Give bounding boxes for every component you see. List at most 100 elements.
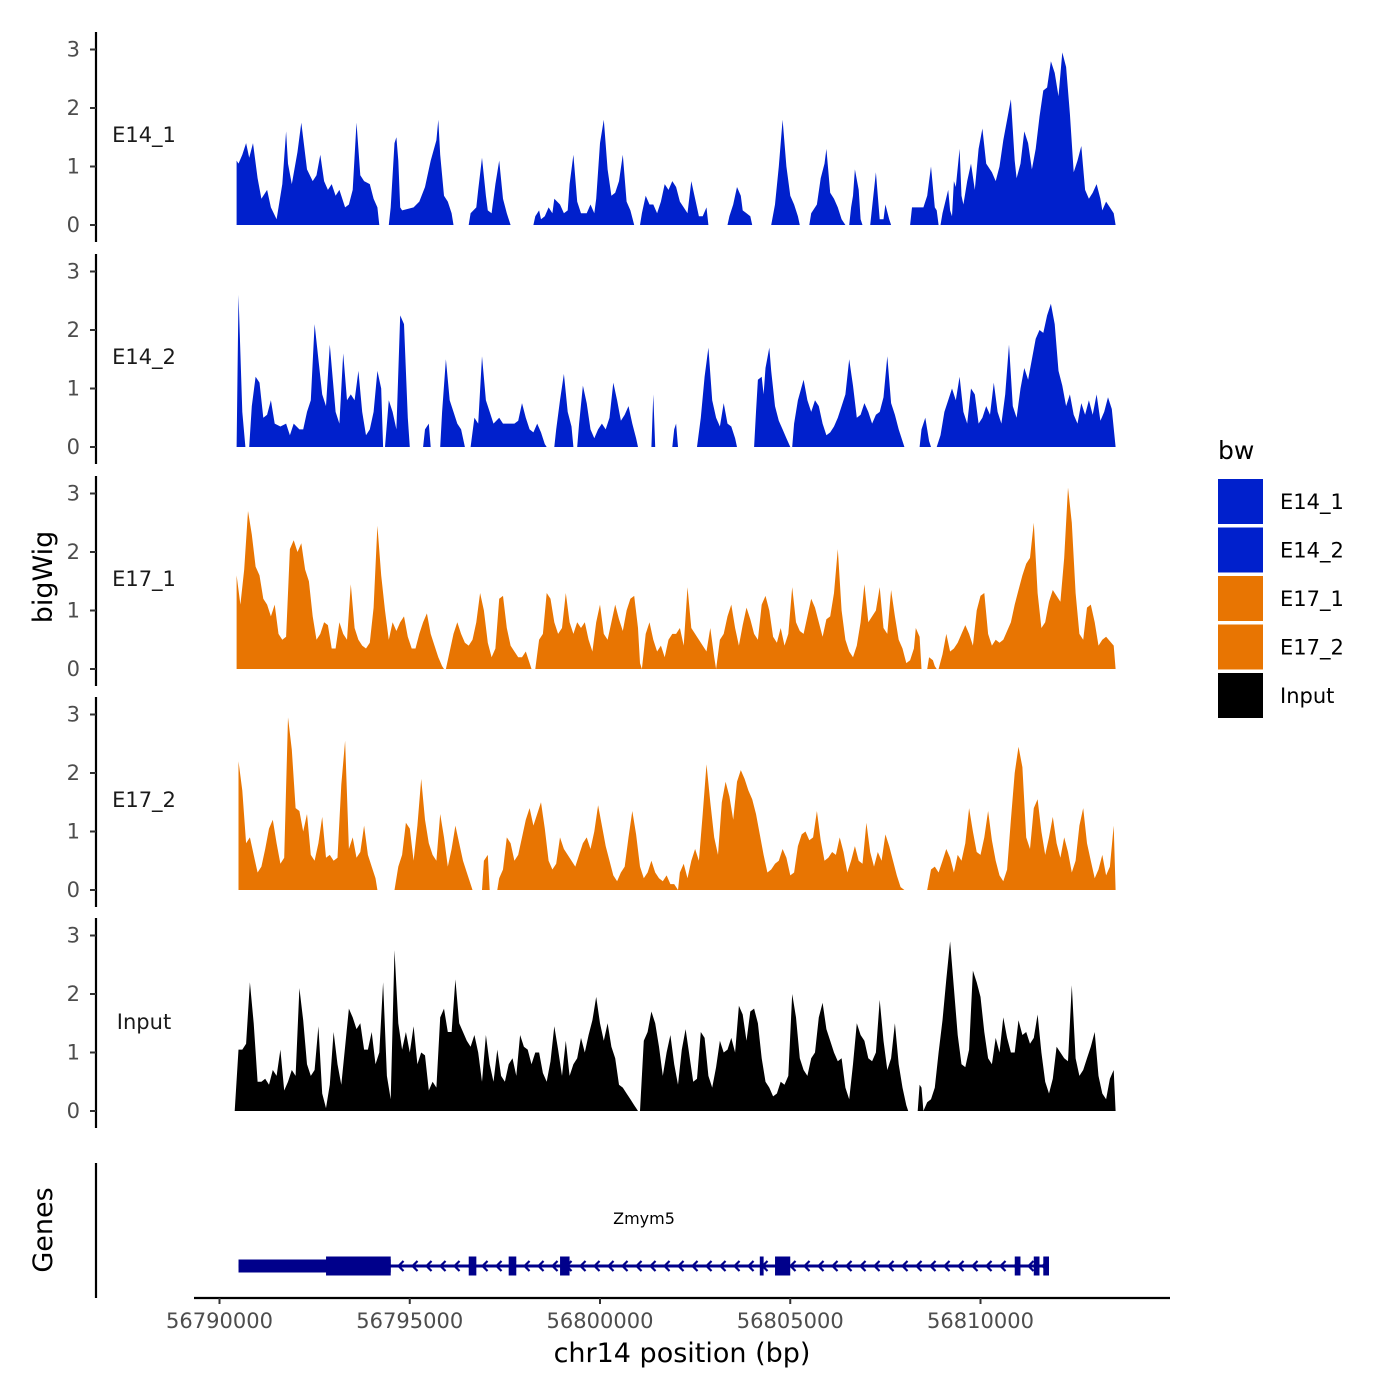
strand-arrow	[634, 1260, 643, 1272]
gene-exon	[1043, 1256, 1049, 1276]
y-tick-label: 0	[67, 213, 80, 237]
strand-arrow	[914, 1260, 923, 1272]
track-E17_2: 0 1 2 3 E17_2	[67, 697, 1116, 907]
y-tick-label: 2	[67, 540, 80, 564]
legend-swatch	[1218, 576, 1263, 621]
legend-swatch	[1218, 527, 1263, 573]
gene-exon	[326, 1256, 391, 1276]
strand-arrow	[900, 1260, 909, 1272]
legend-label: E17_2	[1280, 636, 1344, 661]
strand-arrow	[704, 1260, 713, 1272]
legend-title: bw	[1218, 436, 1254, 465]
y-tick-label: 1	[67, 820, 80, 844]
y-tick-label: 1	[67, 599, 80, 623]
y-tick-label: 3	[67, 924, 80, 948]
track-label: Input	[117, 1010, 171, 1034]
track-label: E14_2	[112, 345, 176, 370]
strand-arrow	[522, 1260, 531, 1272]
strand-arrow	[480, 1260, 489, 1272]
strand-arrow	[746, 1260, 755, 1272]
coverage-area-E14_1	[236, 52, 1116, 226]
gene-exon	[759, 1256, 764, 1276]
gene-exon	[775, 1256, 791, 1276]
legend: bw E14_1 E14_2 E17_1 E17_2 Input	[1218, 436, 1344, 718]
y-tick-label: 1	[67, 377, 80, 401]
strand-arrow	[830, 1260, 839, 1272]
legend-swatch	[1218, 479, 1263, 524]
legend-swatch	[1218, 673, 1263, 718]
x-tick-label: 56790000	[166, 1309, 273, 1333]
track-label: E17_1	[112, 567, 176, 592]
strand-arrow	[662, 1260, 671, 1272]
strand-arrow	[620, 1260, 629, 1272]
track-E14_2: 0 1 2 3 E14_2	[67, 254, 1116, 464]
y-tick-label: 3	[67, 482, 80, 506]
strand-arrow	[578, 1260, 587, 1272]
track-Input: 0 1 2 3 Input	[67, 918, 1116, 1128]
strand-arrow	[886, 1260, 895, 1272]
genes-panel: Zmym5	[94, 1163, 1049, 1298]
strand-arrow	[802, 1260, 811, 1272]
y-tick-label: 3	[67, 260, 80, 284]
coverage-area-Input	[234, 941, 1116, 1111]
strand-arrow	[438, 1260, 447, 1272]
y-axis-title: bigWig	[28, 531, 59, 624]
gene-exon	[1014, 1256, 1021, 1276]
y-tick-label: 3	[67, 703, 80, 727]
track-label: E17_2	[112, 788, 176, 813]
x-tick-label: 56795000	[356, 1309, 463, 1333]
strand-arrow	[998, 1260, 1007, 1272]
y-tick-label: 0	[67, 435, 80, 459]
coverage-area-E14_2	[236, 294, 1116, 447]
y-tick-label: 2	[67, 761, 80, 785]
x-axis-title: chr14 position (bp)	[554, 1338, 811, 1369]
y-tick-label: 0	[67, 878, 80, 902]
legend-label: E17_1	[1280, 587, 1344, 612]
strand-arrow	[956, 1260, 965, 1272]
x-tick-label: 56805000	[737, 1309, 844, 1333]
strand-arrow	[690, 1260, 699, 1272]
legend-label: E14_1	[1280, 490, 1344, 515]
strand-arrow	[844, 1260, 853, 1272]
gene-model	[238, 1256, 1049, 1276]
strand-arrow	[788, 1260, 797, 1272]
strand-arrow	[606, 1260, 615, 1272]
legend-label: Input	[1280, 684, 1334, 708]
strand-arrow	[410, 1260, 419, 1272]
strand-arrow	[858, 1260, 867, 1272]
gene-exon	[508, 1256, 517, 1276]
track-E14_1: 0 1 2 3 E14_1	[67, 32, 1116, 242]
strand-arrow	[452, 1260, 461, 1272]
y-tick-label: 2	[67, 982, 80, 1006]
x-tick-label: 56800000	[547, 1309, 654, 1333]
strand-arrow	[424, 1260, 433, 1272]
strand-arrow	[550, 1260, 559, 1272]
y-tick-label: 1	[67, 155, 80, 179]
gene-name-label: Zmym5	[613, 1209, 675, 1228]
coverage-tracks: 0 1 2 3 E14_1 0 1 2 3 E14_2 0 1 2 3 E17_1 0 1 2 3 E17_2 0 1 2 3…	[67, 32, 1116, 1128]
y-tick-label: 0	[67, 1099, 80, 1123]
y-tick-label: 1	[67, 1041, 80, 1065]
gene-exon	[468, 1256, 477, 1276]
strand-arrow	[928, 1260, 937, 1272]
strand-arrow	[718, 1260, 727, 1272]
coverage-area-E17_2	[238, 717, 1116, 890]
strand-arrow	[494, 1260, 503, 1272]
strand-arrow	[984, 1260, 993, 1272]
strand-arrow	[1026, 1260, 1035, 1272]
gene-exon	[1033, 1256, 1040, 1276]
x-tick-label: 56810000	[927, 1309, 1034, 1333]
strand-arrow	[816, 1260, 825, 1272]
strand-arrow	[872, 1260, 881, 1272]
y-tick-label: 2	[67, 318, 80, 342]
legend-swatch	[1218, 624, 1263, 670]
gene-exon	[560, 1256, 570, 1276]
genes-axis-title: Genes	[28, 1187, 59, 1272]
x-axis: 56790000 56795000 56800000 56805000 56810000	[166, 1296, 1170, 1333]
track-label: E14_1	[112, 123, 176, 148]
y-tick-label: 2	[67, 96, 80, 120]
strand-arrow	[648, 1260, 657, 1272]
legend-label: E14_2	[1280, 539, 1344, 564]
strand-arrow	[676, 1260, 685, 1272]
